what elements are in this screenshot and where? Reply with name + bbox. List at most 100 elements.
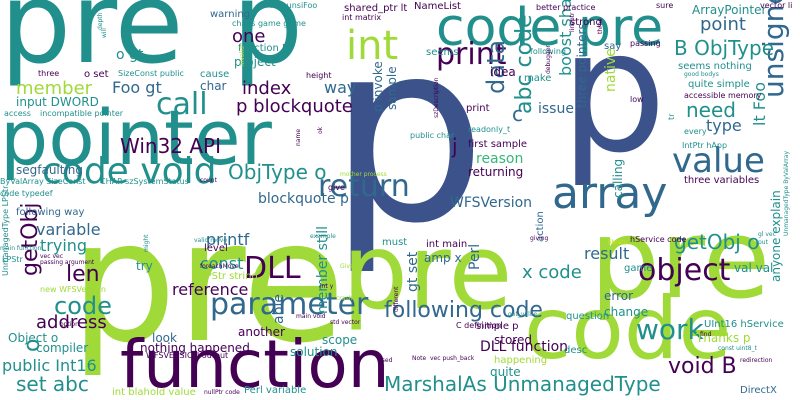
word-seems-nothing: seems nothing bbox=[678, 61, 752, 72]
word-better-practice: better practice bbox=[536, 3, 596, 12]
word-blockquote-p: blockquote p bbox=[258, 191, 349, 207]
word-wfsversion-output: WFSVERSION output bbox=[146, 351, 229, 360]
word-native: native bbox=[603, 48, 619, 92]
word-variable: variable bbox=[36, 220, 101, 239]
word-arraypointer: ArrayPointer bbox=[692, 3, 767, 17]
word-dll-function: DLL function bbox=[480, 339, 569, 355]
word-question: question bbox=[566, 311, 610, 322]
word-warning: warning bbox=[210, 9, 251, 20]
word-passing-argument: passing argument bbox=[40, 259, 95, 266]
word-code-left: code bbox=[54, 292, 112, 320]
word-passing: passing bbox=[630, 39, 661, 48]
word-compiler: compiler bbox=[36, 341, 89, 355]
word-scope: scope bbox=[322, 333, 358, 347]
word-lineptr: lineptr bbox=[569, 12, 576, 32]
word-char-szsystemstatus: CHAR szSystemStatus bbox=[100, 177, 189, 186]
word-might: might bbox=[143, 234, 150, 252]
word-need: need bbox=[686, 98, 736, 122]
word-level: level bbox=[204, 243, 228, 254]
word-pre-bottom: pre bbox=[342, 211, 513, 333]
word-code-typedef: code typedef bbox=[0, 189, 53, 198]
word-ok: ok bbox=[317, 126, 324, 134]
word-tr: tr bbox=[667, 113, 676, 120]
word-pre-bottom-left: pre bbox=[70, 184, 346, 380]
word-public-int16: public Int16 bbox=[2, 356, 97, 375]
word-get-value: get_value bbox=[508, 311, 538, 318]
word-p-center: p bbox=[328, 0, 487, 278]
word-quite-simple: quite simple bbox=[688, 79, 750, 90]
word-point: point bbox=[700, 14, 746, 35]
word-len: len bbox=[66, 262, 100, 287]
word-call: call bbox=[156, 87, 208, 122]
word-vector-li: vector li bbox=[760, 1, 793, 10]
word-used: used bbox=[378, 357, 393, 364]
word-void-b: void B bbox=[668, 354, 737, 379]
word-int-y: int y bbox=[320, 283, 334, 290]
word-access: access bbox=[4, 109, 31, 118]
word-make: make bbox=[524, 73, 552, 84]
word-object: object bbox=[638, 253, 731, 288]
word-say: say bbox=[604, 41, 622, 52]
word-height: height bbox=[306, 71, 332, 80]
word-pre-right: pre bbox=[590, 195, 771, 323]
word-given: Given bbox=[340, 263, 358, 270]
word-nullptr-code: nullPtr code bbox=[204, 389, 240, 396]
word-print: print bbox=[436, 37, 507, 72]
word-namelist: NameList bbox=[414, 1, 461, 12]
word-chaos-game: chaos game game bbox=[232, 19, 306, 28]
word-code-void: code void bbox=[42, 151, 217, 192]
word-printf: printf bbox=[206, 230, 250, 249]
word-int-main: int main bbox=[426, 239, 468, 250]
word-count: count bbox=[200, 177, 217, 184]
word-perl: Perl bbox=[467, 243, 483, 270]
word-p-invoke: p invoke bbox=[371, 61, 385, 112]
word-objtype-o: ObjType o bbox=[228, 160, 327, 184]
word-p-right: p bbox=[560, 0, 667, 190]
word-parameter: parameter bbox=[210, 287, 369, 322]
word-give: give bbox=[328, 183, 345, 192]
word-std-vector: std vector bbox=[330, 319, 361, 326]
word-incompatible-pointer: incompatible pointer bbox=[40, 109, 124, 118]
word-intptr-happ: IntPtr hApp bbox=[682, 141, 728, 150]
word-new-wfsversion: new WFSVersion bbox=[40, 285, 106, 294]
word-way: way bbox=[324, 78, 357, 97]
word-error: error bbox=[604, 289, 634, 303]
word-j: j bbox=[452, 134, 458, 158]
word-good-bodys: good bodys bbox=[684, 71, 719, 78]
word-dll: DLL bbox=[244, 251, 301, 286]
word-function-b: function B bbox=[238, 43, 289, 54]
word-find: find bbox=[700, 331, 712, 338]
word-able: able bbox=[271, 294, 287, 324]
word-valid-move: valid move bbox=[194, 237, 228, 244]
word-mother-process: mother process bbox=[340, 171, 387, 178]
word-amp-x: amp x bbox=[424, 251, 462, 265]
word-look: look bbox=[152, 331, 177, 345]
word-lpstr-string: LPStr string bbox=[200, 271, 258, 282]
word-marshalas: MarshalAs UnmanagedType bbox=[384, 372, 661, 396]
word-val-val: val val bbox=[734, 261, 774, 275]
word-int-top: int bbox=[346, 23, 399, 69]
word-thanks-p: Thanks p bbox=[696, 331, 751, 345]
word-print-small: print bbox=[466, 103, 490, 114]
word-code-bottom: code bbox=[524, 279, 732, 379]
word-type: type bbox=[706, 116, 742, 135]
word-happening: happening bbox=[494, 355, 548, 366]
word-stored: stored bbox=[494, 333, 532, 347]
word-index: index bbox=[242, 78, 292, 99]
word-sample: sample bbox=[385, 66, 399, 110]
word-must: must bbox=[382, 237, 408, 248]
word-unmanagedtype-byvalarray: UnmanagedType ByValArray bbox=[783, 150, 790, 236]
word-accessible-memory: accessible memory bbox=[684, 91, 762, 100]
word-const: const bbox=[200, 254, 244, 273]
word-const-uint8-t: const uint8_t bbox=[718, 345, 757, 352]
word-pointer: pointer bbox=[0, 93, 272, 182]
word-first-sample: first sample bbox=[468, 139, 528, 150]
word-name: name bbox=[295, 128, 302, 146]
word-put: put bbox=[758, 239, 768, 246]
word-anyone-explain: anyone explain bbox=[769, 190, 783, 282]
word-one: one bbox=[232, 26, 266, 47]
word-unmanagedtype-lpstr: UnmanagedType LPStr bbox=[1, 185, 10, 276]
word-change: change bbox=[604, 305, 649, 319]
word-b-objtype: B ObjType bbox=[674, 36, 775, 60]
